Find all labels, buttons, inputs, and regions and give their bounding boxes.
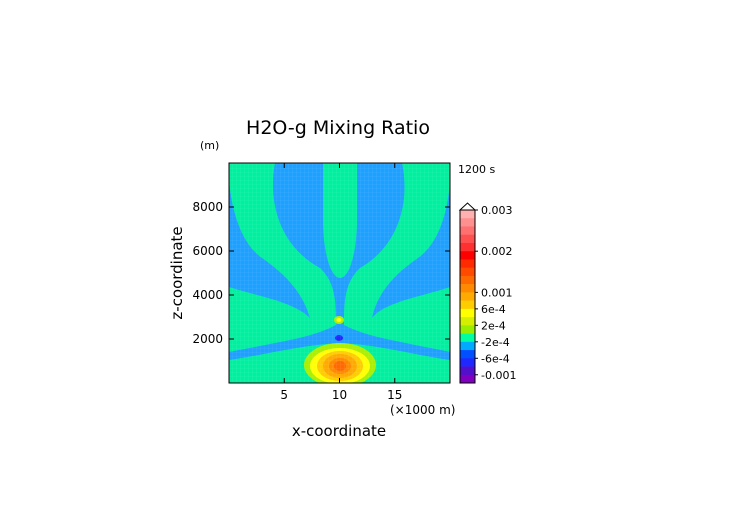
colorbar-swatch xyxy=(460,358,475,367)
colorbar-swatch xyxy=(460,374,475,384)
colorbar-extend-arrow xyxy=(458,202,477,211)
y-unit-label: (m) xyxy=(200,139,219,152)
colorbar-label: -0.001 xyxy=(481,369,516,382)
y-axis: 2000 4000 6000 8000 xyxy=(192,200,450,346)
colorbar-frame xyxy=(459,209,476,384)
x-tick-label: 10 xyxy=(332,388,347,402)
x-tick-label: 5 xyxy=(280,388,288,402)
y-tick-label: 8000 xyxy=(192,200,223,214)
colorbar-swatch xyxy=(460,267,475,277)
colorbar-label: 0.003 xyxy=(481,204,513,217)
colorbar-swatch xyxy=(460,210,475,219)
colorbar-swatch xyxy=(460,350,475,359)
colorbar-label: -2e-4 xyxy=(481,336,510,349)
colorbar-swatch xyxy=(460,284,475,293)
colorbar-swatch xyxy=(460,317,475,326)
chart-title: H2O-g Mixing Ratio xyxy=(246,117,430,139)
colorbar-swatch xyxy=(460,292,475,301)
x-axis: 5 10 15 xyxy=(280,163,402,402)
colorbar-swatch xyxy=(460,275,475,285)
colorbar-swatch xyxy=(460,333,475,343)
colorbar-label: 6e-4 xyxy=(481,303,506,316)
colorbar-swatch xyxy=(460,251,475,260)
colorbar-label: 0.002 xyxy=(481,245,513,258)
colorbar-swatch xyxy=(460,259,475,268)
colorbar-swatch xyxy=(460,325,475,334)
colorbar-swatch xyxy=(460,242,475,252)
colorbar-swatch xyxy=(460,300,475,310)
colorbar-swatch xyxy=(460,366,475,376)
x-tick-label: 15 xyxy=(387,388,402,402)
y-axis-label: z-coordinate xyxy=(168,226,186,319)
colorbar-label: 2e-4 xyxy=(481,319,506,332)
time-label: 1200 s xyxy=(458,163,495,176)
colorbar-swatch xyxy=(460,218,475,227)
y-tick-label: 6000 xyxy=(192,244,223,258)
x-unit-label: (×1000 m) xyxy=(390,403,455,417)
colorbar-swatch xyxy=(460,234,475,244)
colorbar: 0.003 0.002 0.001 6e-4 2e-4 -2e-4 -6e-4 -0.001 xyxy=(458,202,516,384)
colorbar-label: -6e-4 xyxy=(481,352,510,365)
plot-area xyxy=(229,163,450,383)
x-axis-label: x-coordinate xyxy=(292,422,386,440)
y-tick-label: 2000 xyxy=(192,332,223,346)
colorbar-swatch xyxy=(460,308,475,318)
grid-overlay xyxy=(229,163,450,383)
colorbar-swatch xyxy=(460,341,475,351)
colorbar-swatch xyxy=(460,226,475,236)
y-tick-label: 4000 xyxy=(192,288,223,302)
colorbar-label: 0.001 xyxy=(481,286,513,299)
